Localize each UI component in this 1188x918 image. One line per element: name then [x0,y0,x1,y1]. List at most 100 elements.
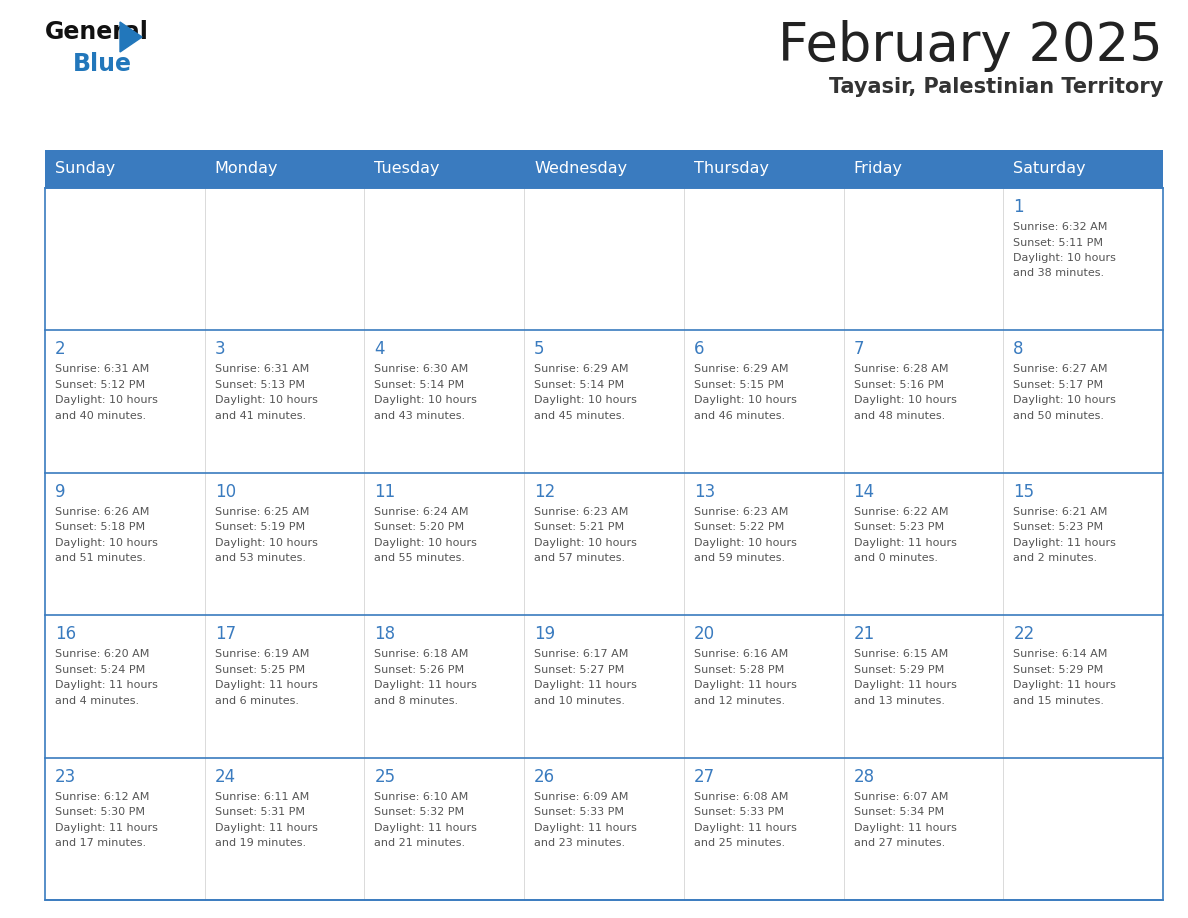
Text: Sunset: 5:28 PM: Sunset: 5:28 PM [694,665,784,675]
Text: Sunrise: 6:31 AM: Sunrise: 6:31 AM [215,364,309,375]
Text: Daylight: 11 hours: Daylight: 11 hours [215,680,317,690]
Text: Wednesday: Wednesday [535,162,627,176]
Text: Sunset: 5:14 PM: Sunset: 5:14 PM [535,380,624,390]
Text: and 17 minutes.: and 17 minutes. [55,838,146,848]
Text: Sunrise: 6:26 AM: Sunrise: 6:26 AM [55,507,150,517]
Text: Daylight: 10 hours: Daylight: 10 hours [215,396,317,406]
Bar [45,757,1163,900]
Text: Sunset: 5:20 PM: Sunset: 5:20 PM [374,522,465,532]
Text: Sunset: 5:31 PM: Sunset: 5:31 PM [215,807,304,817]
Text: 7: 7 [853,341,864,358]
Text: 4: 4 [374,341,385,358]
Text: Daylight: 10 hours: Daylight: 10 hours [374,396,478,406]
Text: 16: 16 [55,625,76,644]
Text: and 25 minutes.: and 25 minutes. [694,838,785,848]
Text: Sunset: 5:23 PM: Sunset: 5:23 PM [1013,522,1104,532]
Text: Tuesday: Tuesday [374,162,440,176]
Text: General: General [45,20,148,44]
Text: and 4 minutes.: and 4 minutes. [55,696,139,706]
Text: Daylight: 11 hours: Daylight: 11 hours [853,680,956,690]
Text: and 51 minutes.: and 51 minutes. [55,554,146,564]
Text: 22: 22 [1013,625,1035,644]
Text: 26: 26 [535,767,555,786]
Text: Sunrise: 6:25 AM: Sunrise: 6:25 AM [215,507,309,517]
Text: and 55 minutes.: and 55 minutes. [374,554,466,564]
Text: Sunset: 5:13 PM: Sunset: 5:13 PM [215,380,304,390]
Text: Sunset: 5:22 PM: Sunset: 5:22 PM [694,522,784,532]
Text: 12: 12 [535,483,556,501]
Text: Daylight: 10 hours: Daylight: 10 hours [55,396,158,406]
Text: 19: 19 [535,625,555,644]
Text: and 15 minutes.: and 15 minutes. [1013,696,1105,706]
Text: Sunset: 5:14 PM: Sunset: 5:14 PM [374,380,465,390]
Text: Sunrise: 6:18 AM: Sunrise: 6:18 AM [374,649,469,659]
Text: Sunrise: 6:28 AM: Sunrise: 6:28 AM [853,364,948,375]
Bar [45,330,1163,473]
Text: and 45 minutes.: and 45 minutes. [535,411,625,420]
Text: 24: 24 [215,767,236,786]
Text: and 59 minutes.: and 59 minutes. [694,554,785,564]
Polygon shape [120,22,143,52]
Text: Sunset: 5:29 PM: Sunset: 5:29 PM [1013,665,1104,675]
Bar [45,615,1163,757]
Text: 17: 17 [215,625,236,644]
Text: Thursday: Thursday [694,162,769,176]
Text: 10: 10 [215,483,236,501]
Text: Daylight: 11 hours: Daylight: 11 hours [535,680,637,690]
Text: Sunrise: 6:20 AM: Sunrise: 6:20 AM [55,649,150,659]
Text: and 48 minutes.: and 48 minutes. [853,411,944,420]
Text: 20: 20 [694,625,715,644]
Text: 14: 14 [853,483,874,501]
Bar [45,188,1163,330]
Text: Sunrise: 6:22 AM: Sunrise: 6:22 AM [853,507,948,517]
Text: Sunrise: 6:29 AM: Sunrise: 6:29 AM [694,364,789,375]
Text: Sunset: 5:12 PM: Sunset: 5:12 PM [55,380,145,390]
Text: Daylight: 10 hours: Daylight: 10 hours [1013,253,1117,263]
Text: Sunrise: 6:07 AM: Sunrise: 6:07 AM [853,791,948,801]
Text: Daylight: 11 hours: Daylight: 11 hours [374,823,478,833]
Text: 9: 9 [55,483,65,501]
Text: Sunset: 5:18 PM: Sunset: 5:18 PM [55,522,145,532]
Text: Sunrise: 6:30 AM: Sunrise: 6:30 AM [374,364,469,375]
Text: 11: 11 [374,483,396,501]
Text: and 13 minutes.: and 13 minutes. [853,696,944,706]
Text: Daylight: 11 hours: Daylight: 11 hours [215,823,317,833]
Text: and 57 minutes.: and 57 minutes. [535,554,625,564]
Text: Sunrise: 6:14 AM: Sunrise: 6:14 AM [1013,649,1107,659]
Text: Sunset: 5:27 PM: Sunset: 5:27 PM [535,665,625,675]
Text: and 2 minutes.: and 2 minutes. [1013,554,1098,564]
Text: Sunrise: 6:23 AM: Sunrise: 6:23 AM [694,507,788,517]
Text: and 41 minutes.: and 41 minutes. [215,411,305,420]
Text: Daylight: 11 hours: Daylight: 11 hours [694,680,797,690]
Text: Sunset: 5:17 PM: Sunset: 5:17 PM [1013,380,1104,390]
Text: and 27 minutes.: and 27 minutes. [853,838,944,848]
Text: Sunset: 5:32 PM: Sunset: 5:32 PM [374,807,465,817]
Text: Daylight: 10 hours: Daylight: 10 hours [374,538,478,548]
Text: February 2025: February 2025 [778,20,1163,72]
Text: Sunrise: 6:19 AM: Sunrise: 6:19 AM [215,649,309,659]
Text: and 6 minutes.: and 6 minutes. [215,696,298,706]
Text: Sunrise: 6:15 AM: Sunrise: 6:15 AM [853,649,948,659]
Bar [45,473,1163,615]
Text: Daylight: 11 hours: Daylight: 11 hours [1013,538,1117,548]
Text: Blue: Blue [72,52,132,76]
Text: Friday: Friday [853,162,903,176]
Text: Daylight: 10 hours: Daylight: 10 hours [535,538,637,548]
Text: 5: 5 [535,341,544,358]
Text: Sunset: 5:21 PM: Sunset: 5:21 PM [535,522,624,532]
Text: Sunset: 5:33 PM: Sunset: 5:33 PM [535,807,624,817]
Text: 23: 23 [55,767,76,786]
Text: Daylight: 11 hours: Daylight: 11 hours [853,823,956,833]
Text: Sunset: 5:34 PM: Sunset: 5:34 PM [853,807,943,817]
Text: Sunrise: 6:09 AM: Sunrise: 6:09 AM [535,791,628,801]
Text: and 0 minutes.: and 0 minutes. [853,554,937,564]
Text: and 43 minutes.: and 43 minutes. [374,411,466,420]
Text: Daylight: 10 hours: Daylight: 10 hours [215,538,317,548]
Text: 2: 2 [55,341,65,358]
Text: and 12 minutes.: and 12 minutes. [694,696,785,706]
Text: Sunrise: 6:16 AM: Sunrise: 6:16 AM [694,649,788,659]
Text: Daylight: 11 hours: Daylight: 11 hours [1013,680,1117,690]
Text: and 40 minutes.: and 40 minutes. [55,411,146,420]
Text: Sunset: 5:33 PM: Sunset: 5:33 PM [694,807,784,817]
Text: Daylight: 10 hours: Daylight: 10 hours [694,396,797,406]
